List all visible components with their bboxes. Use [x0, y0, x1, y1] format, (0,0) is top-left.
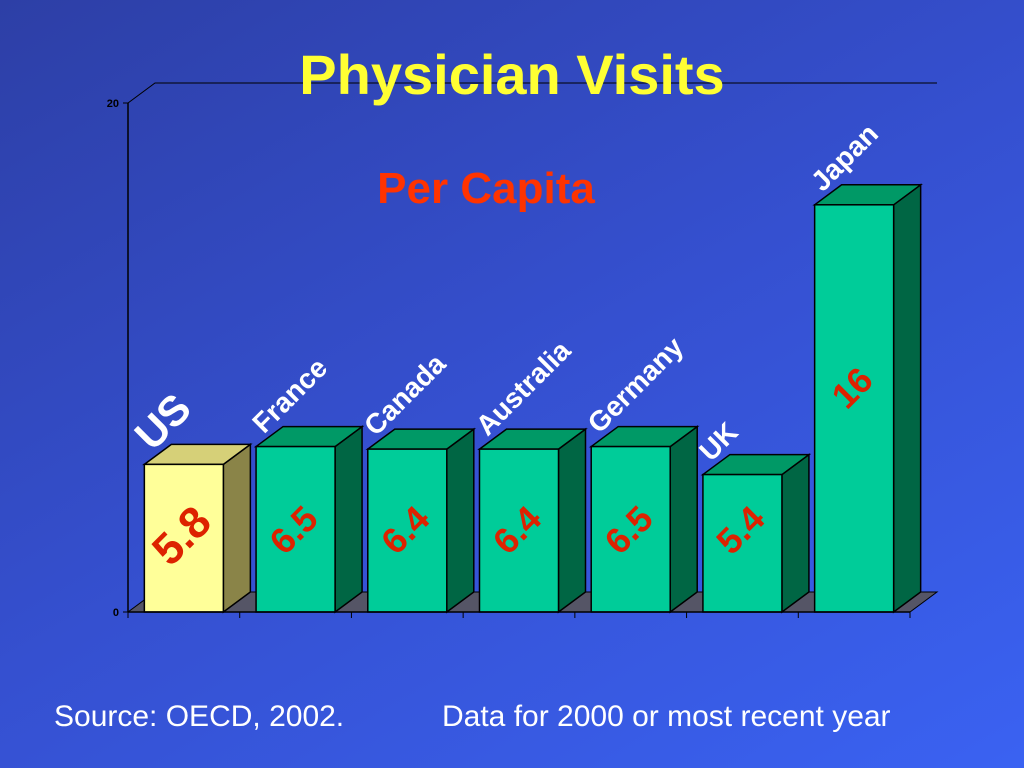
bar-side-canada [446, 427, 475, 614]
bar-side-uk [781, 453, 810, 614]
bar-side-germany [669, 425, 698, 614]
category-label-canada: Canada [358, 348, 452, 442]
bar-uk [702, 473, 783, 613]
chart-title: Physician Visits [299, 43, 725, 106]
category-label-australia: Australia [470, 334, 577, 441]
category-label-france: France [246, 352, 333, 439]
bar-side-japan [892, 183, 922, 614]
bar-france [255, 445, 336, 613]
source-note: Source: OECD, 2002. [54, 700, 345, 733]
bar-side-australia [557, 427, 587, 614]
data-note: Data for 2000 or most recent year [442, 700, 891, 733]
category-label-germany: Germany [582, 331, 690, 439]
bar-germany [590, 445, 671, 613]
bar-us [143, 463, 225, 613]
bar-australia [478, 448, 560, 613]
y-tick-label: 0 [113, 607, 119, 619]
chart-subtitle: Per Capita [377, 164, 595, 213]
bar-japan [813, 204, 895, 613]
bar-side-france [334, 425, 363, 614]
bar-side-us [222, 442, 252, 614]
y-tick-label: 20 [107, 98, 119, 110]
